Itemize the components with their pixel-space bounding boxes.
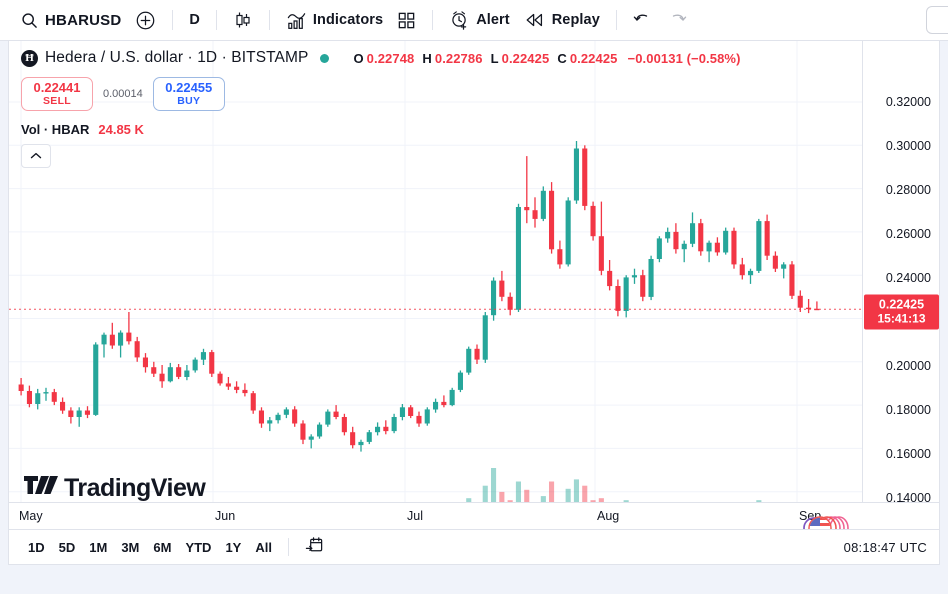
tradingview-watermark: TradingView <box>23 473 206 503</box>
ohlc-change: −0.00131 (−0.58%) <box>627 50 741 66</box>
volume-value: 24.85 K <box>98 122 144 137</box>
undo-arrow-icon <box>633 11 653 29</box>
chart-legend: Ħ Hedera / U.S. dollar · 1D · BITSTAMP O… <box>21 48 741 168</box>
exchange-flag-badge <box>799 511 855 529</box>
ohlc-close-key: C <box>557 50 567 66</box>
sell-label: SELL <box>42 95 72 107</box>
symbol-label: HBARUSD <box>45 11 122 29</box>
redo-arrow-icon <box>667 11 687 29</box>
range-button-ytd[interactable]: YTD <box>185 539 212 555</box>
indicators-button[interactable]: Indicators <box>279 5 390 35</box>
bottom-bar-divider <box>287 538 289 556</box>
sell-price: 0.22441 <box>33 80 81 95</box>
current-price-time: 15:41:13 <box>877 311 926 326</box>
price-tick: 0.20000 <box>885 359 931 373</box>
toolbar-divider <box>432 10 434 30</box>
layouts-button[interactable] <box>390 5 423 35</box>
ohlc-open-value: 0.22748 <box>366 50 415 66</box>
price-tick: 0.14000 <box>885 491 931 505</box>
undo-button[interactable] <box>626 5 660 35</box>
buy-sell-widget: 0.22441 SELL 0.00014 0.22455 BUY <box>21 77 741 111</box>
current-price-value: 0.22425 <box>878 297 925 312</box>
price-tick: 0.30000 <box>885 139 931 153</box>
redo-button[interactable] <box>660 5 694 35</box>
range-button-1y[interactable]: 1Y <box>225 539 242 555</box>
collapse-pane-button[interactable] <box>21 144 51 168</box>
volume-legend: Vol · HBAR 24.85 K <box>21 122 741 137</box>
chevron-up-icon <box>30 147 42 165</box>
time-tick: Jun <box>215 509 236 523</box>
timeframe-label: D <box>189 12 200 28</box>
bottom-bar: 1D 5D 1M 3M 6M YTD 1Y All 08:18:47 UTC <box>8 530 940 565</box>
add-symbol-button[interactable] <box>128 5 163 35</box>
hedera-logo-icon: Ħ <box>21 49 38 67</box>
time-tick: May <box>19 509 43 523</box>
toolbar-divider <box>268 10 270 30</box>
buy-button[interactable]: 0.22455 BUY <box>152 77 225 111</box>
range-button-1d[interactable]: 1D <box>28 539 45 555</box>
candlestick-icon <box>233 10 253 30</box>
price-axis[interactable]: 0.32000 0.30000 0.28000 0.26000 0.24000 … <box>862 41 939 529</box>
time-tick: Aug <box>597 509 620 523</box>
price-tick: 0.16000 <box>885 447 931 461</box>
chart-style-button[interactable] <box>226 5 260 35</box>
grid-layout-icon <box>397 11 416 30</box>
symbol-search-button[interactable]: HBARUSD <box>14 5 128 35</box>
time-axis[interactable]: May Jun Jul Aug Sep <box>9 502 939 529</box>
goto-date-icon <box>305 537 324 558</box>
ohlc-low-value: 0.22425 <box>501 50 550 66</box>
sell-button[interactable]: 0.22441 SELL <box>21 77 93 111</box>
plus-circle-icon <box>135 10 156 31</box>
toolbar-divider <box>215 10 217 30</box>
price-tick: 0.24000 <box>885 271 931 285</box>
ohlc-close-value: 0.22425 <box>569 50 618 66</box>
spread-value: 0.00014 <box>103 88 143 100</box>
timeframe-button[interactable]: D <box>182 5 206 35</box>
ohlc-high-key: H <box>422 50 432 66</box>
utc-clock: 08:18:47 UTC <box>843 539 927 555</box>
goto-date-button[interactable] <box>298 532 331 562</box>
range-button-3m[interactable]: 3M <box>121 539 140 555</box>
replay-label: Replay <box>551 12 600 28</box>
time-tick: Jul <box>407 509 423 523</box>
market-open-dot-icon <box>320 53 330 63</box>
toolbar-divider <box>615 10 617 30</box>
ohlc-open-key: O <box>353 50 364 66</box>
tradingview-name: TradingView <box>64 473 206 502</box>
right-panel-toggle-button[interactable] <box>926 6 948 34</box>
price-tick: 0.26000 <box>885 227 931 241</box>
chart-pane: Ħ Hedera / U.S. dollar · 1D · BITSTAMP O… <box>8 41 940 530</box>
price-tick: 0.18000 <box>885 403 931 417</box>
tradingview-logo-icon <box>23 473 59 503</box>
buy-label: BUY <box>177 95 201 107</box>
symbol-title[interactable]: Hedera / U.S. dollar · 1D · BITSTAMP <box>45 49 309 66</box>
current-price-badge: 0.22425 15:41:13 <box>864 294 939 330</box>
range-button-5d[interactable]: 5D <box>58 539 76 555</box>
range-button-all[interactable]: All <box>255 539 272 555</box>
legend-title-row: Ħ Hedera / U.S. dollar · 1D · BITSTAMP O… <box>21 48 741 68</box>
ohlc-high-value: 0.22786 <box>434 50 483 66</box>
search-icon <box>21 12 38 29</box>
alert-label: Alert <box>476 12 510 28</box>
replay-button[interactable]: Replay <box>517 5 607 35</box>
toolbar-divider <box>172 10 174 30</box>
replay-icon <box>524 11 546 29</box>
range-button-1m[interactable]: 1M <box>89 539 108 555</box>
price-tick: 0.32000 <box>885 95 931 109</box>
range-button-6m[interactable]: 6M <box>153 539 172 555</box>
volume-label: Vol · HBAR <box>21 122 90 137</box>
ohlc-values: O 0.22748 H 0.22786 L 0.22425 C 0.22425 −0.0… <box>353 51 740 66</box>
alarm-clock-plus-icon <box>449 10 470 31</box>
indicators-icon <box>286 10 307 31</box>
indicators-label: Indicators <box>312 12 384 28</box>
buy-price: 0.22455 <box>165 80 213 95</box>
price-tick: 0.28000 <box>885 183 931 197</box>
alert-button[interactable]: Alert <box>442 5 517 35</box>
top-toolbar: HBARUSD D <box>0 0 948 41</box>
ohlc-low-key: L <box>490 50 499 66</box>
